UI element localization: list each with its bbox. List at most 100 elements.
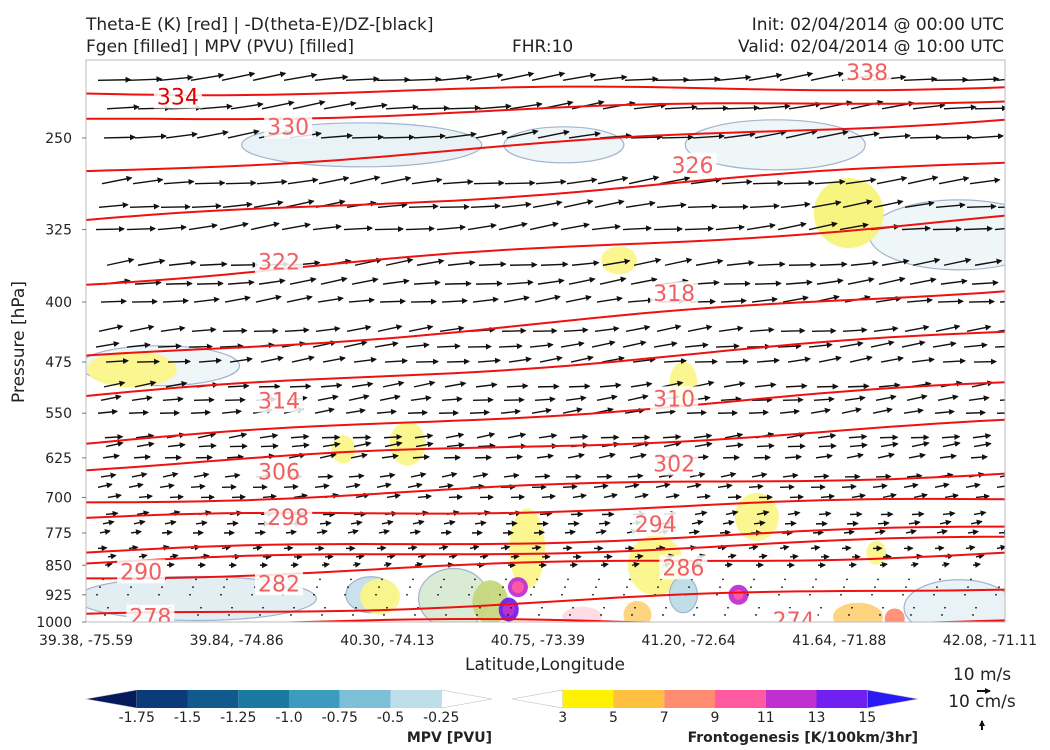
wind-vector	[227, 129, 260, 139]
wind-vector	[255, 294, 282, 303]
wind-vector	[199, 103, 233, 110]
wind-vector	[809, 593, 811, 596]
wind-vector	[965, 482, 981, 489]
wind-vector	[348, 297, 375, 304]
wind-vector	[598, 520, 611, 527]
wind-vector	[563, 199, 594, 209]
wind-vector	[942, 441, 961, 448]
wind-vector	[262, 493, 277, 500]
wind-vector	[221, 544, 232, 551]
wind-vector	[696, 606, 698, 609]
wind-vector	[870, 340, 895, 348]
wind-vector	[99, 529, 111, 535]
wind-vector	[103, 380, 126, 388]
wind-vector	[104, 433, 124, 440]
contour-label-bg	[117, 559, 166, 584]
wind-vector	[752, 180, 784, 187]
wind-vector	[965, 76, 1000, 83]
wind-vector	[478, 103, 512, 110]
wind-vector	[757, 261, 786, 268]
x-tick-label: 41.20, -72.64	[642, 633, 736, 649]
wind-vector	[440, 529, 452, 536]
wind-vector	[262, 606, 264, 609]
wind-vector	[102, 453, 120, 460]
wind-vector	[903, 408, 924, 414]
wind-vector	[963, 342, 988, 349]
colorbar-swatch	[664, 690, 715, 708]
wind-vector	[131, 472, 148, 478]
wind-vector	[789, 494, 804, 501]
wind-vector	[972, 561, 981, 568]
wind-vector	[908, 452, 926, 459]
wind-vector	[655, 408, 676, 415]
wind-vector	[475, 280, 503, 287]
wind-vector	[188, 222, 218, 231]
wind-vector	[196, 280, 224, 287]
contour-label: 278	[129, 606, 171, 631]
wind-vector	[872, 407, 893, 414]
wind-vector	[935, 324, 961, 333]
wind-vector	[317, 394, 339, 401]
wind-vector	[95, 226, 125, 233]
wind-vector	[161, 529, 173, 536]
wind-vector	[715, 343, 740, 350]
contour-label: 286	[662, 556, 704, 581]
wind-vector	[997, 206, 1005, 209]
field-patch	[562, 606, 603, 622]
wind-vector	[436, 224, 466, 231]
colorbar-tick-label: -1.25	[220, 710, 256, 726]
wind-vector	[937, 394, 959, 401]
wind-vector	[385, 257, 414, 266]
wind-vector	[841, 545, 852, 552]
wind-vector	[500, 408, 521, 415]
wind-vector	[694, 441, 713, 448]
y-tick-label: 775	[45, 526, 72, 542]
contour-label-bg	[254, 459, 303, 484]
wind-vector	[157, 224, 187, 231]
wind-vector	[350, 520, 363, 526]
wind-vector	[97, 545, 108, 552]
colorbar-swatch	[85, 689, 138, 709]
wind-vector	[816, 278, 844, 285]
wind-vector	[167, 358, 191, 365]
theta-e-contours	[86, 85, 1005, 622]
wind-vector	[627, 394, 649, 401]
wind-vector	[756, 357, 780, 364]
wind-vector	[934, 482, 950, 489]
wind-vector	[718, 325, 744, 333]
wind-vector	[973, 441, 992, 448]
wind-vector	[902, 593, 904, 596]
wind-vector	[106, 257, 135, 266]
wind-vector	[879, 614, 881, 616]
mpv-colorbar-label: MPV [PVU]	[407, 730, 492, 746]
wind-vector	[321, 561, 330, 568]
wind-vector	[972, 614, 974, 616]
colorbar-tick-label: -1.0	[275, 710, 302, 726]
wind-vector	[911, 441, 930, 448]
wind-vector	[782, 472, 799, 479]
colorbar-tick-label: 13	[808, 710, 826, 726]
wind-vector	[222, 327, 248, 334]
wind-vector	[534, 294, 561, 303]
wind-vector	[444, 131, 477, 139]
wind-vector	[126, 342, 151, 349]
wind-vector	[477, 357, 501, 364]
wind-vector	[105, 358, 129, 364]
wind-vector	[315, 325, 341, 333]
wind-vector	[99, 586, 101, 589]
wind-vector	[166, 562, 175, 568]
wind-vector	[379, 298, 406, 305]
wind-vector	[723, 280, 751, 287]
colorbar-swatch	[816, 690, 868, 708]
wind-vector	[815, 578, 817, 581]
wind-vector	[193, 396, 215, 403]
wind-vector	[657, 586, 659, 589]
wind-vector	[839, 340, 864, 348]
wind-vector	[502, 586, 504, 589]
wind-vector	[780, 201, 811, 209]
wind-vector	[754, 280, 782, 287]
wind-vector	[882, 606, 884, 609]
wind-vector	[779, 544, 790, 551]
wind-vector	[321, 434, 341, 441]
wind-vector	[595, 586, 597, 589]
